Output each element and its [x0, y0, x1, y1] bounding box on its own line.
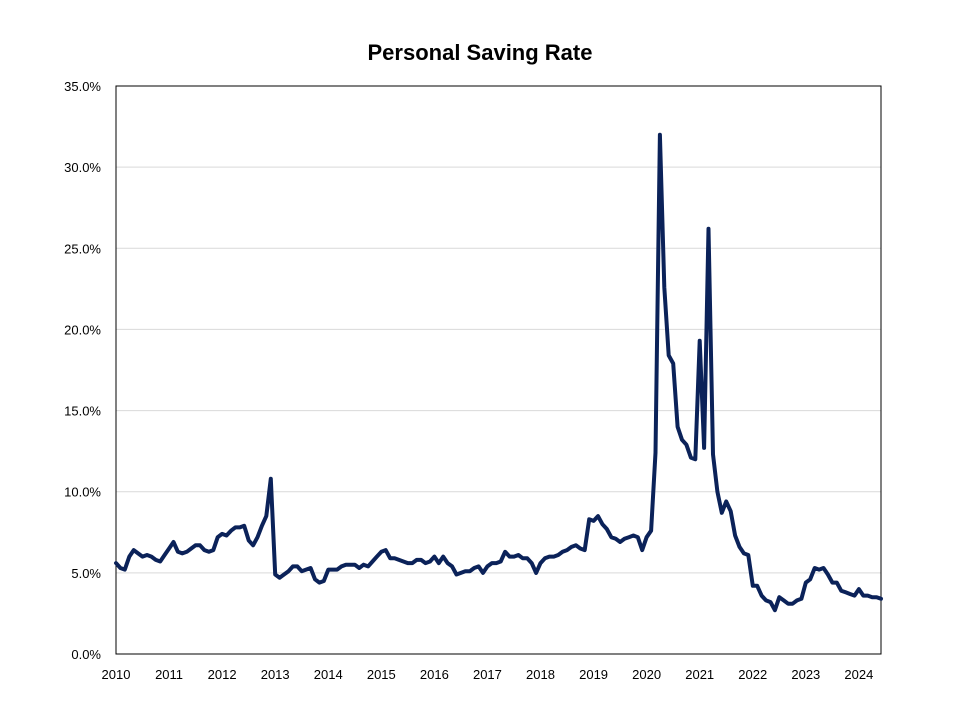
x-tick-label: 2018	[526, 667, 555, 682]
y-tick-label: 0.0%	[71, 647, 101, 662]
y-tick-label: 35.0%	[64, 79, 101, 94]
x-tick-label: 2019	[579, 667, 608, 682]
x-tick-label: 2015	[367, 667, 396, 682]
x-tick-label: 2013	[261, 667, 290, 682]
x-tick-label: 2011	[155, 667, 183, 682]
plot-area-frame	[115, 85, 882, 655]
x-tick-label: 2010	[102, 667, 131, 682]
y-tick-label: 25.0%	[64, 241, 101, 256]
x-tick-label: 2012	[208, 667, 237, 682]
series-line-0	[114, 132, 883, 613]
chart-title: Personal Saving Rate	[367, 40, 593, 65]
x-tick-label: 2014	[314, 667, 343, 682]
x-tick-label: 2021	[685, 667, 714, 682]
x-tick-label: 2016	[420, 667, 449, 682]
x-tick-label: 2023	[791, 667, 820, 682]
x-tick-label: 2017	[473, 667, 502, 682]
x-tick-label: 2020	[632, 667, 661, 682]
series-layer	[114, 132, 883, 613]
gridlines	[116, 166, 881, 574]
y-tick-label: 5.0%	[71, 566, 101, 581]
y-tick-label: 20.0%	[64, 322, 101, 337]
x-tick-label: 2024	[844, 667, 873, 682]
y-tick-label: 30.0%	[64, 160, 101, 175]
x-tick-label: 2022	[738, 667, 767, 682]
y-tick-label: 15.0%	[64, 404, 101, 419]
y-tick-label: 10.0%	[64, 485, 101, 500]
y-axis-tick-labels: 0.0% 5.0% 10.0% 15.0% 20.0% 25.0% 30.0% 35.0%	[64, 79, 101, 662]
x-axis-tick-labels: 2010 2011 2012 2013 2014 2015 2016 2017 2018 2019…	[102, 667, 874, 682]
